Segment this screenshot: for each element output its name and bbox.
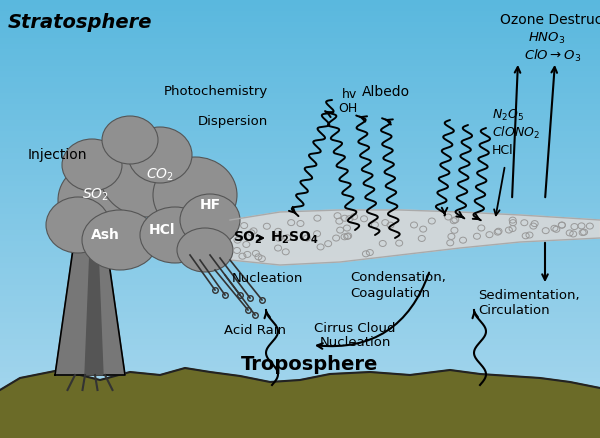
Ellipse shape xyxy=(153,157,237,233)
Ellipse shape xyxy=(58,162,142,238)
Text: $SO_2$: $SO_2$ xyxy=(82,187,109,203)
Text: $N_2O_5$: $N_2O_5$ xyxy=(492,107,524,123)
Text: Dispersion: Dispersion xyxy=(198,116,268,128)
Text: Nucleation: Nucleation xyxy=(232,272,304,285)
Text: Circulation: Circulation xyxy=(478,304,550,317)
Ellipse shape xyxy=(140,207,210,263)
Polygon shape xyxy=(230,210,600,265)
Text: $\mathbf{H_2SO_4}$: $\mathbf{H_2SO_4}$ xyxy=(271,230,320,246)
Polygon shape xyxy=(55,200,125,375)
Text: $ClO\rightarrow O_3$: $ClO\rightarrow O_3$ xyxy=(524,48,581,64)
Text: Coagulation: Coagulation xyxy=(350,286,430,300)
Text: Cirrus Cloud: Cirrus Cloud xyxy=(314,321,396,335)
Text: Troposphere: Troposphere xyxy=(241,356,379,374)
Ellipse shape xyxy=(102,116,158,164)
Text: hv: hv xyxy=(342,88,357,102)
Text: OH: OH xyxy=(338,102,357,114)
Ellipse shape xyxy=(62,139,122,191)
Text: Photochemistry: Photochemistry xyxy=(164,85,268,99)
Ellipse shape xyxy=(128,127,192,183)
Text: Injection: Injection xyxy=(28,148,88,162)
Text: Sedimentation,: Sedimentation, xyxy=(478,289,580,301)
Ellipse shape xyxy=(100,133,196,217)
Ellipse shape xyxy=(177,228,233,272)
Text: Acid Rain: Acid Rain xyxy=(224,324,286,336)
Text: $HNO_3$: $HNO_3$ xyxy=(528,31,565,46)
Text: HCl: HCl xyxy=(149,223,175,237)
Text: Nucleation: Nucleation xyxy=(319,336,391,350)
Text: $ClONO_2$: $ClONO_2$ xyxy=(492,125,540,141)
Text: Ash: Ash xyxy=(91,228,119,242)
Text: Ozone Destruction: Ozone Destruction xyxy=(500,13,600,27)
Text: $\mathbf{SO_2}$: $\mathbf{SO_2}$ xyxy=(233,230,263,246)
Text: HCl: HCl xyxy=(492,145,514,158)
Ellipse shape xyxy=(82,210,158,270)
Text: HF: HF xyxy=(199,198,221,212)
Text: Stratosphere: Stratosphere xyxy=(8,13,152,32)
Text: $CO_2$: $CO_2$ xyxy=(146,167,174,183)
Ellipse shape xyxy=(180,194,240,246)
Polygon shape xyxy=(0,368,600,438)
Text: Condensation,: Condensation, xyxy=(350,272,446,285)
Ellipse shape xyxy=(46,197,110,253)
Text: Albedo: Albedo xyxy=(362,85,410,99)
Polygon shape xyxy=(85,200,103,375)
